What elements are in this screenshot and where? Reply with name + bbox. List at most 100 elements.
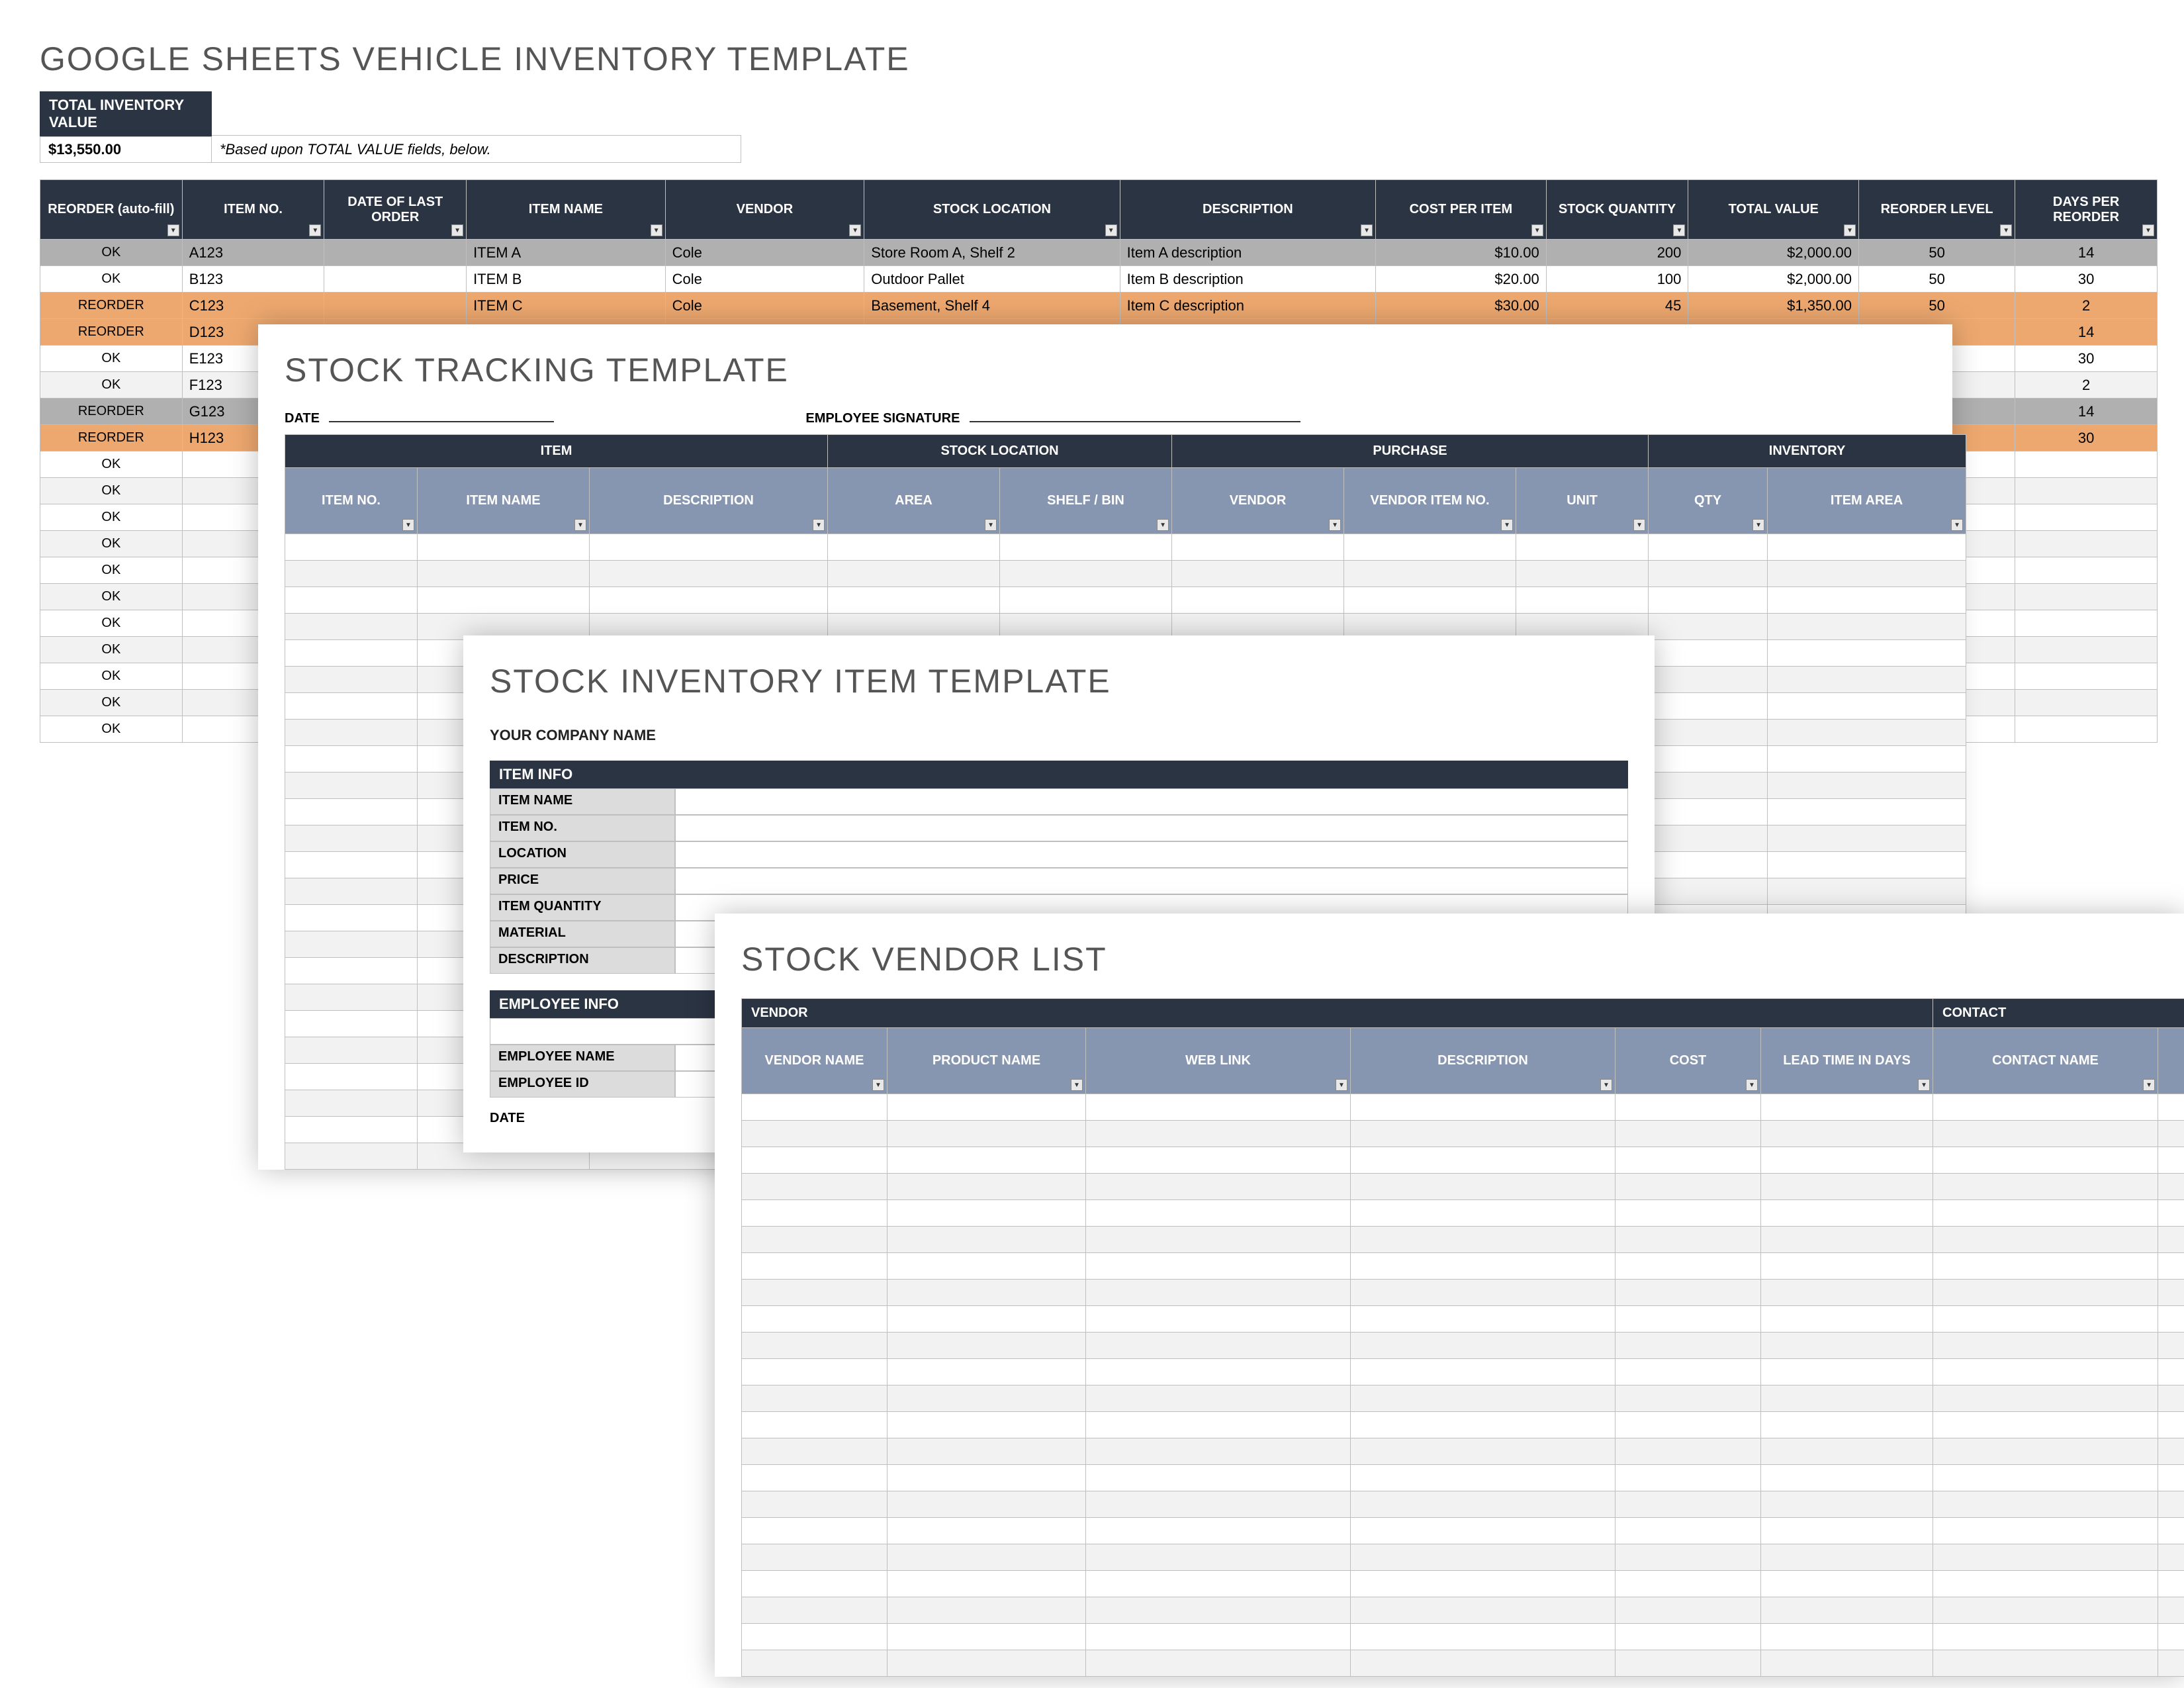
cell[interactable] — [887, 1253, 1086, 1280]
cell[interactable] — [2158, 1491, 2184, 1518]
cell[interactable] — [1933, 1306, 2158, 1333]
cell[interactable] — [1086, 1385, 1351, 1412]
cell[interactable] — [887, 1385, 1086, 1412]
cell[interactable] — [1761, 1200, 1933, 1227]
cell[interactable] — [418, 534, 590, 561]
filter-dropdown-icon[interactable]: ▼ — [1918, 1079, 1930, 1091]
cell[interactable] — [285, 720, 418, 746]
cell[interactable] — [1761, 1412, 1933, 1438]
cell[interactable] — [2158, 1333, 2184, 1359]
field-value[interactable] — [675, 815, 1628, 841]
cell[interactable] — [2158, 1306, 2184, 1333]
cell[interactable] — [1351, 1438, 1615, 1465]
cell[interactable] — [887, 1200, 1086, 1227]
cell[interactable] — [887, 1280, 1086, 1306]
cell[interactable] — [285, 534, 418, 561]
cell[interactable] — [1172, 561, 1344, 587]
column-header[interactable]: DESCRIPTION▼ — [590, 468, 828, 534]
cell[interactable] — [1086, 1333, 1351, 1359]
cell[interactable] — [1768, 878, 1966, 905]
filter-dropdown-icon[interactable]: ▼ — [1531, 224, 1543, 236]
cell[interactable]: Item B description — [1120, 266, 1375, 293]
cell[interactable] — [285, 984, 418, 1011]
cell[interactable] — [1351, 1465, 1615, 1491]
cell[interactable] — [2015, 690, 2158, 716]
cell[interactable]: Item A description — [1120, 240, 1375, 266]
cell[interactable] — [1761, 1571, 1933, 1597]
cell[interactable] — [2158, 1438, 2184, 1465]
cell[interactable] — [1933, 1253, 2158, 1280]
filter-dropdown-icon[interactable]: ▼ — [167, 224, 179, 236]
cell[interactable] — [1351, 1597, 1615, 1624]
cell[interactable] — [1615, 1412, 1761, 1438]
cell[interactable] — [1615, 1518, 1761, 1544]
cell[interactable] — [828, 561, 1000, 587]
filter-dropdown-icon[interactable]: ▼ — [1746, 1079, 1758, 1091]
cell[interactable]: A123 — [182, 240, 324, 266]
cell[interactable] — [887, 1121, 1086, 1147]
cell[interactable] — [1761, 1624, 1933, 1650]
cell[interactable]: $2,000.00 — [1688, 266, 1859, 293]
cell[interactable] — [1086, 1227, 1351, 1253]
cell[interactable] — [1649, 878, 1768, 905]
cell[interactable] — [887, 1147, 1086, 1174]
cell[interactable] — [1000, 534, 1172, 561]
cell[interactable] — [1933, 1518, 2158, 1544]
cell[interactable] — [1615, 1121, 1761, 1147]
cell[interactable] — [2015, 584, 2158, 610]
cell[interactable] — [1761, 1147, 1933, 1174]
cell[interactable] — [2015, 451, 2158, 478]
cell[interactable] — [1768, 667, 1966, 693]
cell[interactable] — [285, 1143, 418, 1170]
filter-dropdown-icon[interactable]: ▼ — [872, 1079, 884, 1091]
cell[interactable] — [828, 587, 1000, 614]
cell[interactable] — [1768, 773, 1966, 799]
cell[interactable] — [1615, 1438, 1761, 1465]
cell[interactable]: B123 — [182, 266, 324, 293]
cell[interactable] — [1086, 1650, 1351, 1677]
cell[interactable] — [590, 534, 828, 561]
cell[interactable] — [2015, 531, 2158, 557]
cell[interactable] — [1172, 587, 1344, 614]
cell[interactable]: $2,000.00 — [1688, 240, 1859, 266]
cell[interactable] — [285, 640, 418, 667]
cell[interactable]: 30 — [2015, 425, 2158, 451]
cell[interactable] — [742, 1544, 887, 1571]
cell[interactable] — [1768, 614, 1966, 640]
cell[interactable] — [1086, 1544, 1351, 1571]
cell[interactable] — [1351, 1359, 1615, 1385]
filter-dropdown-icon[interactable]: ▼ — [1329, 519, 1341, 531]
cell[interactable] — [1649, 852, 1768, 878]
cell[interactable] — [742, 1359, 887, 1385]
cell[interactable] — [2158, 1174, 2184, 1200]
column-header[interactable]: SHELF / BIN▼ — [1000, 468, 1172, 534]
cell[interactable] — [887, 1174, 1086, 1200]
cell[interactable] — [742, 1491, 887, 1518]
cell[interactable] — [742, 1650, 887, 1677]
cell[interactable] — [1933, 1597, 2158, 1624]
cell[interactable] — [1649, 667, 1768, 693]
cell[interactable]: 45 — [1546, 293, 1688, 319]
cell[interactable] — [887, 1650, 1086, 1677]
column-header[interactable]: WEB LINK▼ — [1086, 1028, 1351, 1094]
cell[interactable] — [1000, 587, 1172, 614]
column-header[interactable]: PRODUCT NAME▼ — [887, 1028, 1086, 1094]
cell[interactable] — [1761, 1280, 1933, 1306]
cell[interactable] — [285, 614, 418, 640]
cell[interactable] — [887, 1094, 1086, 1121]
cell[interactable] — [1615, 1253, 1761, 1280]
cell[interactable] — [1086, 1253, 1351, 1280]
cell[interactable] — [1351, 1121, 1615, 1147]
filter-dropdown-icon[interactable]: ▼ — [402, 519, 414, 531]
cell[interactable] — [1933, 1385, 2158, 1412]
cell[interactable] — [1615, 1147, 1761, 1174]
cell[interactable]: ITEM C — [467, 293, 666, 319]
cell[interactable] — [1516, 534, 1649, 561]
column-header[interactable]: STOCK LOCATION▼ — [864, 180, 1120, 240]
cell[interactable] — [1615, 1650, 1761, 1677]
cell[interactable] — [2015, 504, 2158, 531]
cell[interactable] — [1933, 1465, 2158, 1491]
cell[interactable] — [1344, 587, 1516, 614]
cell[interactable] — [1086, 1491, 1351, 1518]
cell[interactable]: 50 — [1859, 266, 2015, 293]
